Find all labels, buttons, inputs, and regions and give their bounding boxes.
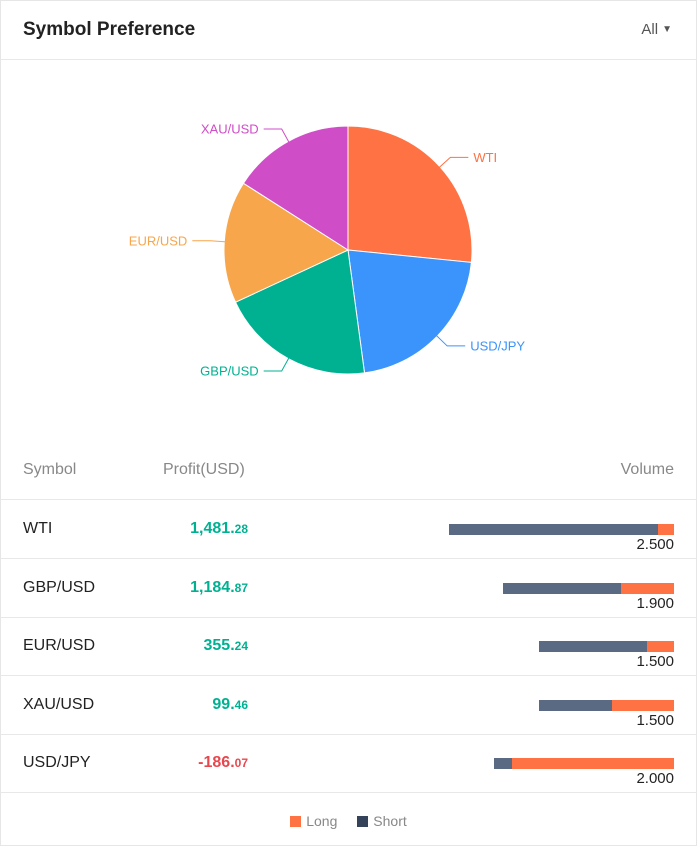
volume-bar-short xyxy=(494,758,512,769)
row-volume: 2.500 xyxy=(636,536,674,553)
row-symbol: EUR/USD xyxy=(23,637,96,654)
pie-leader-line xyxy=(435,334,466,347)
legend-swatch-long xyxy=(290,816,302,827)
profit-decimal: 87 xyxy=(234,580,248,595)
pie-leader-line xyxy=(263,356,290,372)
row-profit: 1,481.28 xyxy=(190,520,248,538)
pie-label: USD/JPY xyxy=(470,338,525,353)
profit-integer: 99. xyxy=(212,695,235,713)
row-profit: -186.07 xyxy=(198,754,248,772)
row-symbol: USD/JPY xyxy=(23,754,91,771)
row-volume: 1.500 xyxy=(636,711,674,729)
row-volume: 2.000 xyxy=(636,770,674,787)
pie-chart: WTI USD/JPY GBP/USD EUR/USD XAU/USD xyxy=(129,121,526,379)
volume-bar-short xyxy=(449,524,659,535)
volume-bar xyxy=(503,582,674,594)
volume-bar-long xyxy=(647,641,674,652)
pie-label: EUR/USD xyxy=(129,233,188,248)
pie-label: WTI xyxy=(473,150,497,165)
legend-label-short: Short xyxy=(373,813,407,829)
volume-bar-long xyxy=(611,699,674,711)
profit-decimal: 28 xyxy=(234,522,248,536)
profit-decimal: 24 xyxy=(234,639,248,653)
legend-item-long[interactable]: Long xyxy=(290,813,337,829)
panel-title: Symbol Preference xyxy=(23,19,196,40)
volume-bar-long xyxy=(512,758,674,769)
legend-item-short[interactable]: Short xyxy=(357,813,407,829)
profit-integer: 1,481. xyxy=(190,520,235,537)
profit-integer: -186. xyxy=(198,754,235,771)
pie-chart-container: WTI USD/JPY GBP/USD EUR/USD XAU/USD xyxy=(1,61,696,441)
pie-slice-usd-jpy[interactable] xyxy=(347,249,472,374)
table-header: Symbol Profit(USD) Volume xyxy=(1,441,696,500)
row-symbol: WTI xyxy=(23,520,53,537)
pie-leader-line xyxy=(438,156,469,169)
pie-label: XAU/USD xyxy=(201,121,259,136)
pie-leader-line xyxy=(192,240,227,243)
filter-dropdown[interactable]: All ▼ xyxy=(641,21,672,38)
table-row[interactable]: WTI 1,481.28 2.500 xyxy=(1,500,696,559)
legend-swatch-short xyxy=(357,816,369,827)
column-header-profit: Profit(USD) xyxy=(163,461,245,478)
pie-leader-line xyxy=(263,128,290,144)
filter-label: All xyxy=(641,21,659,38)
legend-label-long: Long xyxy=(306,813,338,829)
volume-bar-long xyxy=(620,582,674,594)
profit-integer: 1,184. xyxy=(190,578,235,596)
table-row[interactable]: EUR/USD 355.24 1.500 xyxy=(1,617,696,676)
profit-decimal: 07 xyxy=(234,756,248,770)
volume-bar-short xyxy=(539,641,647,652)
volume-bar-long xyxy=(658,524,674,535)
row-symbol: XAU/USD xyxy=(23,695,95,713)
volume-bar xyxy=(494,758,674,769)
pie-slice-wti[interactable] xyxy=(347,125,473,263)
volume-bar xyxy=(539,641,674,652)
volume-bar-short xyxy=(503,582,621,594)
row-profit: 1,184.87 xyxy=(190,579,248,597)
row-symbol: GBP/USD xyxy=(23,578,96,596)
column-header-symbol: Symbol xyxy=(23,461,77,478)
row-volume: 1.500 xyxy=(636,653,674,670)
row-profit: 99.46 xyxy=(212,696,248,714)
volume-bar-short xyxy=(539,699,612,711)
column-header-volume: Volume xyxy=(620,461,674,478)
volume-bar xyxy=(539,699,674,711)
volume-bar xyxy=(449,524,674,535)
panel-header: Symbol Preference All ▼ xyxy=(1,1,696,60)
table-row[interactable]: GBP/USD 1,184.87 1.900 xyxy=(1,559,696,618)
table-row[interactable]: USD/JPY -186.07 2.000 xyxy=(1,734,696,793)
profit-integer: 355. xyxy=(203,637,235,654)
profit-decimal: 46 xyxy=(234,697,248,712)
row-profit: 355.24 xyxy=(204,637,249,655)
caret-down-icon: ▼ xyxy=(662,24,672,35)
pie-label: GBP/USD xyxy=(200,364,259,379)
table-row[interactable]: XAU/USD 99.46 1.500 xyxy=(1,676,696,735)
legend: Long Short xyxy=(1,813,696,837)
row-volume: 1.900 xyxy=(636,594,674,612)
